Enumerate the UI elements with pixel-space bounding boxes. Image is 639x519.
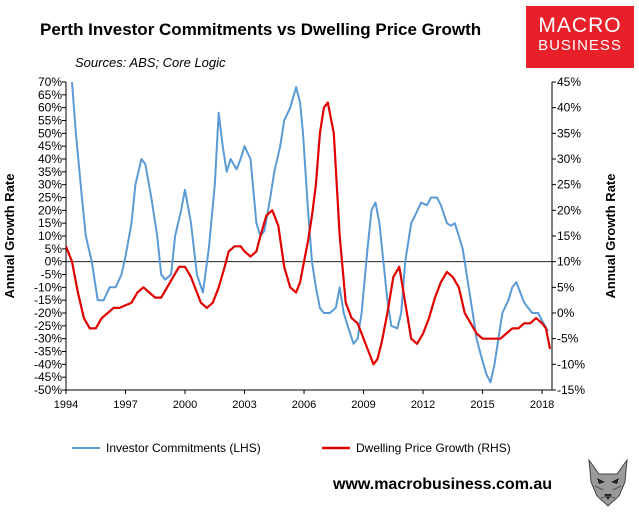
x-tick-label: 1994 bbox=[54, 399, 78, 411]
y-tick-label-right: 5% bbox=[557, 280, 575, 294]
chart-title: Perth Investor Commitments vs Dwelling P… bbox=[40, 20, 482, 39]
wolf-mascot-icon bbox=[588, 458, 628, 507]
y-tick-label-left: 5% bbox=[45, 242, 63, 256]
y-tick-label-left: 10% bbox=[38, 229, 62, 243]
y-tick-label-right: -10% bbox=[557, 357, 585, 371]
y-tick-label-left: 40% bbox=[38, 152, 62, 166]
y-tick-label-left: -25% bbox=[34, 319, 62, 333]
y-tick-label-left: -15% bbox=[34, 293, 62, 307]
y-tick-label-left: 0% bbox=[45, 255, 63, 269]
y-tick-label-left: 30% bbox=[38, 178, 62, 192]
y-tick-label-right: 20% bbox=[557, 203, 581, 217]
y-axis-title-left: Annual Growth Rate bbox=[2, 174, 17, 299]
series-line-investor-commitments bbox=[71, 82, 549, 384]
y-tick-label-left: 70% bbox=[38, 75, 62, 89]
chart-subtitle: Sources: ABS; Core Logic bbox=[75, 55, 226, 70]
y-tick-label-left: 20% bbox=[38, 203, 62, 217]
y-tick-label-right: 30% bbox=[557, 152, 581, 166]
y-tick-label-left: -20% bbox=[34, 306, 62, 320]
macrobusiness-logo: MACRO BUSINESS bbox=[526, 6, 634, 68]
y-tick-label-left: -10% bbox=[34, 280, 62, 294]
y-tick-label-left: 35% bbox=[38, 165, 62, 179]
y-tick-label-left: -50% bbox=[34, 383, 62, 397]
y-tick-label-left: 25% bbox=[38, 191, 62, 205]
x-tick-label: 2012 bbox=[411, 399, 435, 411]
y-tick-label-left: -5% bbox=[41, 268, 63, 282]
y-tick-label-right: 35% bbox=[557, 126, 581, 140]
y-tick-label-right: 45% bbox=[557, 75, 581, 89]
y-tick-label-left: 45% bbox=[38, 139, 62, 153]
y-tick-label-left: -40% bbox=[34, 357, 62, 371]
y-tick-label-right: 40% bbox=[557, 101, 581, 115]
logo-line-2: BUSINESS bbox=[538, 37, 622, 54]
logo-line-1: MACRO bbox=[538, 14, 622, 37]
y-tick-label-left: -45% bbox=[34, 370, 62, 384]
y-tick-label-right: -15% bbox=[557, 383, 585, 397]
y-tick-label-left: -35% bbox=[34, 345, 62, 359]
y-tick-label-left: 50% bbox=[38, 126, 62, 140]
x-tick-label: 2015 bbox=[470, 399, 494, 411]
x-tick-label: 2006 bbox=[292, 399, 316, 411]
x-tick-label: 1997 bbox=[113, 399, 137, 411]
legend-label: Dwelling Price Growth (RHS) bbox=[356, 441, 511, 455]
y-tick-label-right: 10% bbox=[557, 255, 581, 269]
y-tick-label-left: -30% bbox=[34, 332, 62, 346]
x-tick-label: 2018 bbox=[530, 399, 554, 411]
x-tick-label: 2000 bbox=[173, 399, 197, 411]
series-line-dwelling-price-growth bbox=[66, 101, 552, 366]
y-tick-label-left: 15% bbox=[38, 216, 62, 230]
y-tick-label-right: 15% bbox=[557, 229, 581, 243]
x-tick-label: 2009 bbox=[351, 399, 375, 411]
legend-label: Investor Commitments (LHS) bbox=[106, 441, 261, 455]
y-tick-label-right: 0% bbox=[557, 306, 575, 320]
y-tick-label-right: 25% bbox=[557, 178, 581, 192]
y-axis-title-right: Annual Growth Rate bbox=[603, 174, 618, 299]
website-url: www.macrobusiness.com.au bbox=[333, 476, 553, 493]
x-tick-label: 2003 bbox=[232, 399, 256, 411]
y-tick-label-left: 65% bbox=[38, 88, 62, 102]
y-tick-label-right: -5% bbox=[557, 332, 579, 346]
y-tick-label-left: 60% bbox=[38, 101, 62, 115]
y-tick-label-left: 55% bbox=[38, 114, 62, 128]
